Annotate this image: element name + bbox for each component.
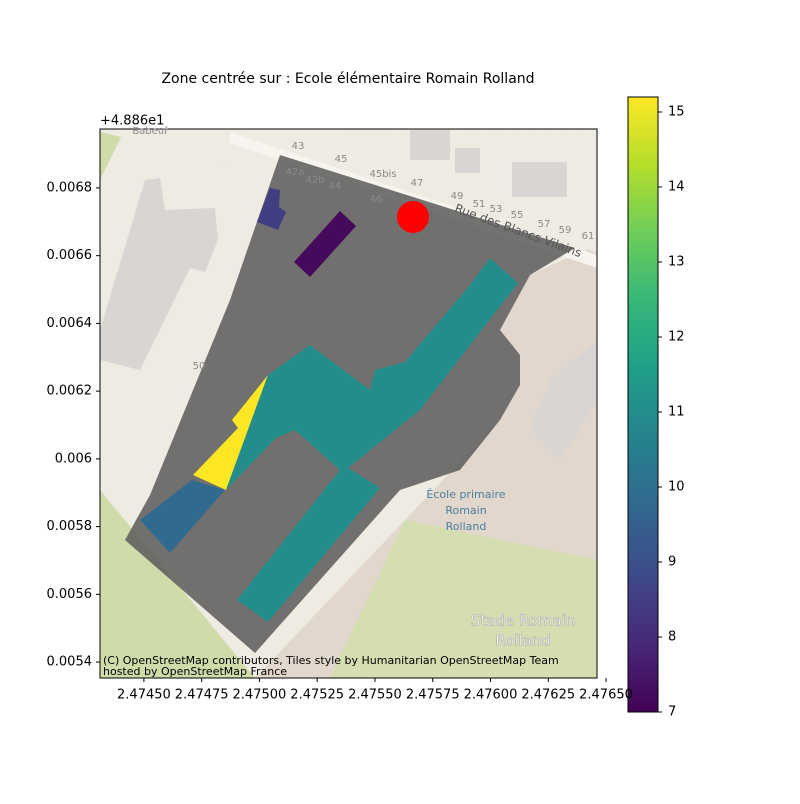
axes-frame xyxy=(99,128,598,679)
area xyxy=(226,258,518,622)
map-label: Rolland xyxy=(446,520,487,533)
colorbar-tick-label: 7 xyxy=(668,705,676,720)
x-tick-label: 2.47600 xyxy=(464,688,518,703)
map-label: 61 xyxy=(582,231,595,242)
attribution: (C) OpenStreetMap contributors, Tiles st… xyxy=(103,654,559,667)
map-label: 43 xyxy=(292,141,305,152)
x-tick-label: 2.47650 xyxy=(579,688,633,703)
map-label: 45bis xyxy=(369,169,396,180)
x-tick-label: 2.47625 xyxy=(521,688,575,703)
y-tick-label: 0.0068 xyxy=(47,180,93,195)
map-label: Babeuf xyxy=(132,126,168,137)
y-offset: +4.886e1 xyxy=(100,114,164,129)
y-tick-label: 0.006 xyxy=(55,451,92,466)
colorbar-tick-label: 8 xyxy=(668,630,676,645)
colorbar-tick-label: 15 xyxy=(668,105,685,120)
y-tick-label: 0.0056 xyxy=(47,587,93,602)
y-tick-label: 0.0054 xyxy=(47,655,93,670)
map-label: Stade Romain xyxy=(471,612,576,630)
map-label: Rolland xyxy=(495,632,550,650)
map-label: 44 xyxy=(329,181,342,192)
colorbar xyxy=(627,96,659,713)
school-marker xyxy=(397,201,429,233)
map-label: 50 xyxy=(193,361,206,372)
colorbar-tick-label: 14 xyxy=(668,180,685,195)
map-label: 45 xyxy=(335,154,348,165)
colorbar-tick-label: 13 xyxy=(668,255,685,270)
map-label: 49 xyxy=(451,191,464,202)
attribution: hosted by OpenStreetMap France xyxy=(103,665,287,678)
y-tick-label: 0.0058 xyxy=(47,519,93,534)
map-label: 53 xyxy=(490,204,503,215)
map-label: 57 xyxy=(538,219,551,230)
x-tick-label: 2.47450 xyxy=(117,688,171,703)
map-label: 47 xyxy=(411,178,424,189)
map-label: École primaire xyxy=(426,488,505,501)
map-label: 55 xyxy=(511,210,524,221)
x-tick-label: 2.47550 xyxy=(348,688,402,703)
y-tick-label: 0.0062 xyxy=(47,384,93,399)
x-tick-label: 2.47525 xyxy=(290,688,344,703)
x-tick-label: 2.47575 xyxy=(406,688,460,703)
y-tick-label: 0.0064 xyxy=(47,316,93,331)
chart-title: Zone centrée sur : Ecole élémentaire Rom… xyxy=(161,71,534,87)
area xyxy=(257,188,286,230)
y-tick-label: 0.0066 xyxy=(47,248,93,263)
x-tick-label: 2.47500 xyxy=(233,688,287,703)
map-label: 46 xyxy=(370,194,383,205)
colorbar-tick-label: 9 xyxy=(668,555,676,570)
area xyxy=(193,375,268,490)
map-label: Romain xyxy=(445,504,486,517)
map-label: 42b xyxy=(305,175,324,186)
map-label: 51 xyxy=(473,199,486,210)
colorbar-tick-label: 11 xyxy=(668,405,685,420)
map-label: 42a xyxy=(286,167,305,178)
colorbar-tick-label: 12 xyxy=(668,330,685,345)
area xyxy=(294,211,356,277)
x-tick-label: 2.47475 xyxy=(175,688,229,703)
area xyxy=(140,480,225,553)
map-label: 59 xyxy=(559,225,572,236)
colorbar-tick-label: 10 xyxy=(668,480,685,495)
